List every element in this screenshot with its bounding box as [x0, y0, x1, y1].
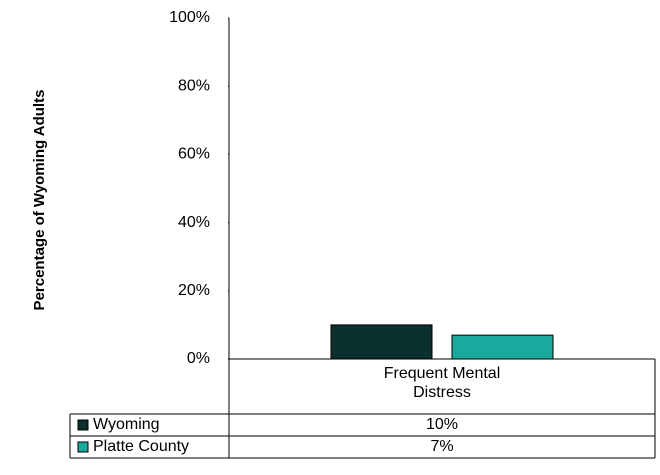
y-tick-label: 80%	[178, 77, 210, 94]
table-value: 10%	[426, 416, 458, 433]
y-axis-label: Percentage of Wyoming Adults	[31, 90, 48, 311]
legend-label: Wyoming	[93, 416, 160, 433]
bar	[451, 334, 554, 360]
category-label: Frequent Mental Distress	[383, 365, 501, 401]
y-tick-label: 40%	[178, 214, 210, 231]
y-tick-label: 20%	[178, 282, 210, 299]
category-label-cell: Frequent Mental Distress	[229, 364, 655, 402]
y-tick-label: 100%	[169, 9, 210, 26]
y-tick-label: 0%	[187, 350, 210, 367]
bar	[330, 324, 433, 360]
legend-label: Platte County	[93, 438, 189, 455]
legend-swatch	[77, 441, 89, 453]
legend-swatch	[77, 419, 89, 431]
y-tick-label: 60%	[178, 146, 210, 163]
table-value: 7%	[430, 438, 453, 455]
